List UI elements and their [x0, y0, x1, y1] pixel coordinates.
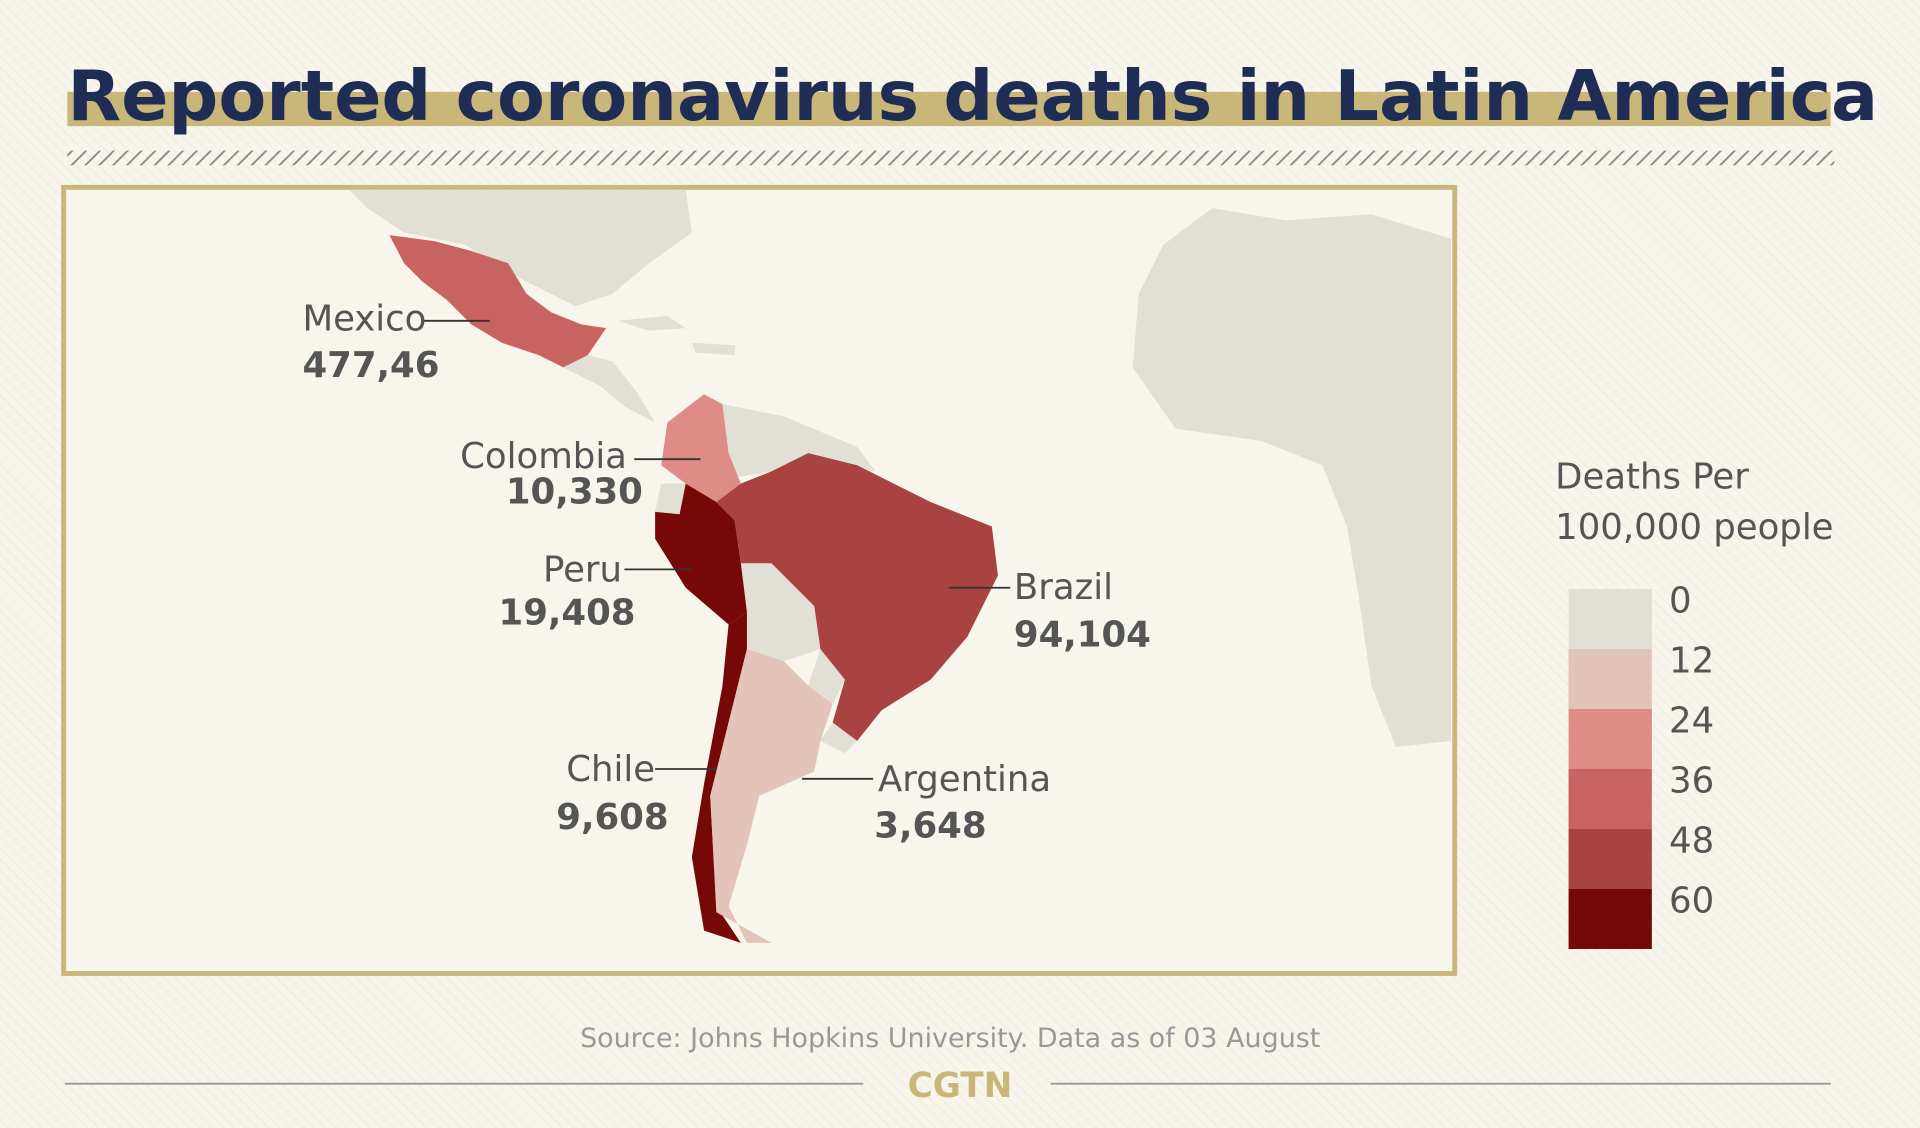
africa — [1132, 208, 1452, 747]
legend-swatch — [1568, 648, 1652, 709]
legend-swatch — [1568, 828, 1652, 889]
country-name: Argentina — [878, 759, 1051, 800]
venezuela-guianas — [722, 404, 876, 478]
legend-title: Deaths Per — [1555, 457, 1749, 498]
mexico-shape — [389, 235, 607, 368]
brazil-shape — [716, 453, 998, 741]
country-name: Brazil — [1014, 567, 1113, 608]
bolivia — [740, 563, 821, 662]
colombia-shape — [661, 394, 741, 503]
north-america — [348, 189, 692, 307]
title-bar — [67, 91, 1831, 127]
hatch-strip — [67, 150, 1835, 166]
legend-label: 36 — [1669, 760, 1714, 801]
paraguay — [808, 648, 845, 705]
map: Mexico 477,46 Colombia 10,330 Peru 19,40… — [61, 184, 1458, 976]
central-america — [563, 355, 656, 423]
legend-label: 12 — [1669, 640, 1714, 681]
peru-shape — [655, 483, 747, 625]
legend: Deaths Per 100,000 people 0 12 24 36 48 60 — [1555, 457, 1834, 949]
legend-swatch — [1568, 888, 1652, 949]
country-deaths: 10,330 — [506, 471, 643, 512]
country-name: Peru — [543, 550, 622, 591]
legend-swatch — [1568, 708, 1652, 769]
legend-swatch — [1568, 588, 1652, 649]
ecuador — [655, 483, 686, 515]
legend-label: 48 — [1669, 820, 1714, 861]
legend-swatch — [1568, 768, 1652, 829]
logo: CGTN — [908, 1066, 1013, 1106]
layout: Reported coronavirus deaths in Latin Ame… — [61, 56, 1878, 1106]
chile-shape — [691, 612, 747, 943]
legend-label: 24 — [1669, 700, 1714, 741]
country-deaths: 9,608 — [556, 797, 668, 838]
legend-title: 100,000 people — [1555, 507, 1833, 548]
country-deaths: 3,648 — [874, 806, 986, 847]
country-deaths: 94,104 — [1014, 615, 1151, 656]
country-name: Colombia — [460, 436, 627, 477]
caribbean — [618, 315, 735, 356]
legend-label: 60 — [1669, 880, 1714, 921]
country-deaths: 19,408 — [499, 592, 636, 633]
country-name: Chile — [566, 749, 655, 790]
argentina-shape — [710, 648, 833, 943]
country-name: Mexico — [302, 299, 426, 340]
legend-label: 0 — [1669, 580, 1692, 621]
title: Reported coronavirus deaths in Latin Ame… — [67, 56, 1878, 137]
country-deaths: 477,46 — [302, 345, 439, 386]
source: Source: Johns Hopkins University. Data a… — [580, 1023, 1320, 1054]
uruguay — [820, 722, 858, 754]
